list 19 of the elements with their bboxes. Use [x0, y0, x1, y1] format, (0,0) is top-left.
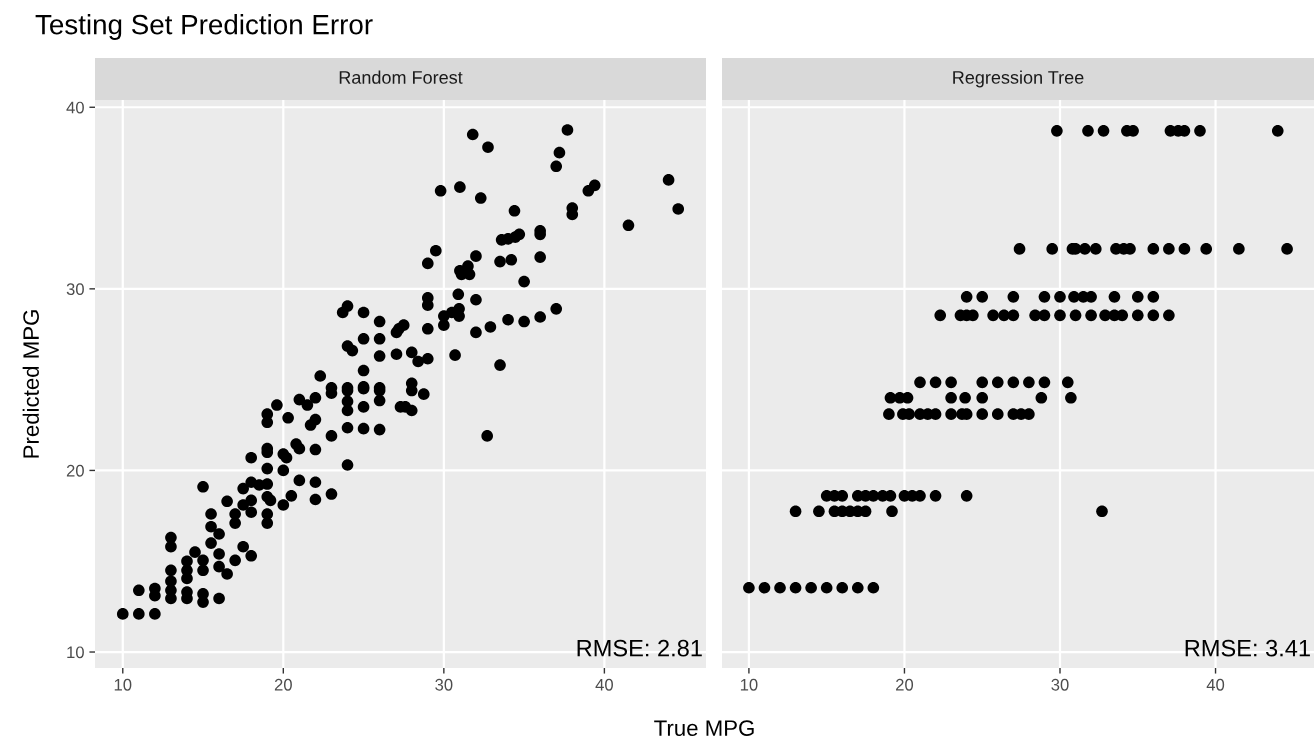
y-tick-label: 10: [67, 646, 84, 659]
x-tick-label: 40: [595, 678, 613, 691]
x-tick-label: 20: [274, 678, 292, 691]
x-tick-label: 30: [435, 678, 453, 691]
annotation: RMSE: 3.41: [1185, 639, 1310, 657]
y-tick-label: 20: [66, 464, 84, 477]
x-tick-label: 40: [1206, 678, 1225, 691]
y-tick-label: 40: [66, 101, 84, 114]
x-tick-label: 30: [1051, 678, 1069, 691]
annotation: RMSE: 2.81: [577, 639, 702, 657]
x-tick-label: 20: [896, 678, 914, 691]
chart-subtitle: Random Forest: [339, 70, 463, 84]
y-axis-title: Predicted MPG: [22, 310, 39, 458]
chart-title: Testing Set Prediction Error: [35, 14, 373, 40]
x-axis-title: True MPG: [654, 720, 754, 736]
x-tick-label: 10: [740, 678, 758, 691]
chart-subtitle: Regression Tree: [953, 70, 1084, 88]
y-tick-label: 30: [66, 283, 84, 296]
x-tick-label: 10: [114, 678, 132, 691]
